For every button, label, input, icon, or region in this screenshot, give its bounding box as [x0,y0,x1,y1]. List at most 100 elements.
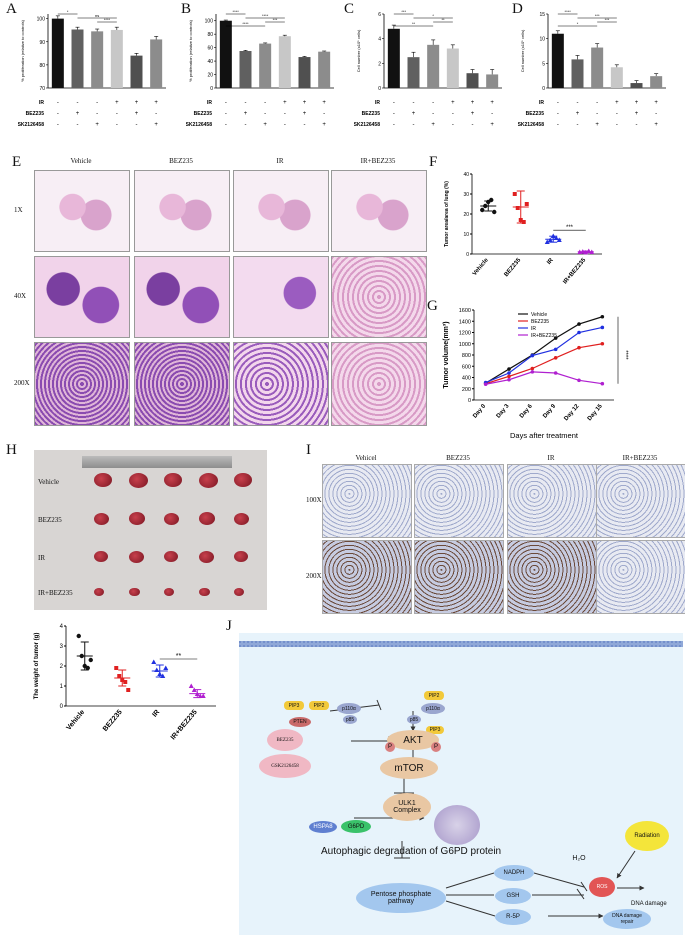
y-tick-label: 10 [463,232,469,238]
pathway-diagram: PIP3 PIP2 p110α p85 p110α p85 PIP2 PIP3 … [239,633,683,935]
data-point [200,693,206,698]
treatment-symbol: - [57,122,59,128]
histology-image [34,256,130,338]
treatment-symbol: - [413,122,415,128]
y-tick-label: 0 [60,704,64,710]
data-point [507,367,511,371]
treatment-symbol: - [577,122,579,128]
data-point [577,345,581,350]
bar [571,59,584,88]
y-tick-label: 0 [468,398,471,404]
x-tick-label: IR [546,257,555,266]
ihc-image [596,540,685,614]
tumor-specimen [129,550,144,563]
data-point [553,347,558,352]
x-tick-label: BEZ235 [504,257,523,278]
data-point [76,633,81,639]
chart-a: 70 80 90 100 % proliferation (relative to co… [18,9,166,128]
tumor-specimen [94,551,108,563]
y-tick-label: 1200 [459,331,471,337]
histology-col-label: BEZ235 [169,157,193,165]
histology-image [233,256,329,338]
treatment-symbol: + [615,100,619,106]
data-point [483,382,488,387]
sig-label: * [67,9,69,14]
tumor-specimen [164,512,179,525]
dna-damage-label: DNA damage [631,901,667,907]
y-tick-label: 80 [39,63,45,69]
treatment-symbol: - [472,122,474,128]
x-tick-label: BEZ235 [102,709,124,733]
treatment-symbol: + [490,100,494,106]
treatment-symbol: - [655,111,657,117]
bar [278,36,291,88]
ruler [82,456,232,468]
treatment-symbol: - [304,122,306,128]
treatment-row-label: BEZ235 [194,111,213,117]
data-point [600,325,605,330]
pip2-node: PIP2 [309,701,329,710]
gsk2126458-node: GSK2126458 [259,754,311,778]
ihc-col-label: IR [547,454,555,462]
sig-label: **** [242,21,249,26]
histology-image [331,342,427,426]
treatment-symbol: - [491,111,493,117]
treatment-symbol: - [136,122,138,128]
panel-label-b: B [181,1,192,17]
treatment-symbol: + [322,122,326,128]
histology-image [233,170,329,252]
bar [610,67,623,88]
data-point [489,197,494,203]
data-point [553,336,558,340]
treatment-symbol: - [616,122,618,128]
tumor-photo: Vehicle BEZ235 IR IR+BEZ235 [34,450,267,610]
histology-col-label: IR+BEZ235 [360,157,396,165]
data-point [577,378,581,383]
y-tick-label: 10 [539,37,545,43]
data-point [492,209,497,215]
treatment-symbol: - [323,111,325,117]
treatment-symbol: - [245,100,247,106]
treatment-symbol: + [635,111,639,117]
data-point [114,666,119,670]
y-tick-label: 20 [207,73,213,79]
bar [51,18,64,88]
treatment-symbol: + [576,111,580,117]
histology-row-label: 1X [14,206,23,214]
treatment-symbol: + [76,111,80,117]
pip3-node: PIP3 [284,701,304,710]
treatment-symbol: + [451,100,455,106]
treatment-symbol: - [393,100,395,106]
p110a-node: p110α [337,703,361,714]
pip2-node-2: PIP2 [424,691,444,700]
h2o-node: H₂O [572,854,586,862]
treatment-row-label: BEZ235 [526,111,545,117]
data-point [553,356,558,360]
p-node-right: P [431,742,441,752]
series-line [485,316,603,384]
bar [446,48,459,88]
data-point [544,239,550,244]
treatment-symbol: - [557,100,559,106]
treatment-symbol: - [393,122,395,128]
treatment-row-label: GSK2126458 [18,122,44,128]
treatment-symbol: + [283,100,287,106]
legend-label: IR+BEZ235 [531,333,557,339]
x-tick-label: Vehicle [472,257,490,277]
x-tick-label: Day 0 [472,403,487,420]
dna-repair-node: DNA damage repair [603,909,651,929]
data-point [507,374,511,379]
bar [591,47,604,88]
bar [466,73,479,88]
pten-node: PTEN [289,717,311,727]
y-tick-label: 60 [207,46,213,52]
histology-image [134,342,230,426]
y-tick-label: 0 [542,86,545,92]
legend-label: BEZ235 [531,319,549,325]
y-tick-label: 2 [378,61,381,67]
bar [130,55,143,88]
treatment-symbol: - [96,100,98,106]
bar [486,74,499,88]
data-point [577,322,581,326]
panel-label-d: D [512,1,523,17]
